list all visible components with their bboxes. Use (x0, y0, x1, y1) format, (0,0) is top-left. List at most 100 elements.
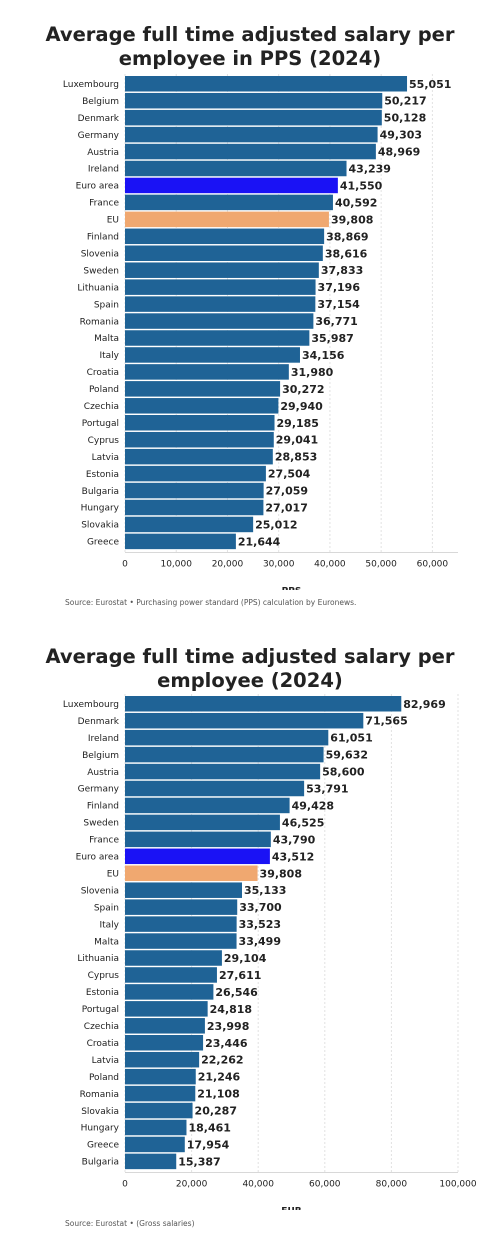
value-label: 41,550 (340, 179, 383, 192)
bar-denmark (125, 712, 364, 729)
bar-cyprus (125, 431, 274, 448)
category-label: Czechia (84, 402, 119, 412)
category-label: Romania (80, 317, 119, 327)
bar-euro-area (125, 848, 270, 865)
chart-panel-eur: Average full time adjusted salary per em… (0, 620, 500, 1243)
x-tick-label: 50,000 (365, 560, 397, 570)
value-label: 28,853 (275, 451, 317, 464)
value-label: 17,954 (187, 1138, 230, 1151)
value-label: 37,154 (317, 298, 360, 311)
x-tick-label: 30,000 (263, 560, 295, 570)
bar-poland (125, 1068, 196, 1085)
category-label: Malta (94, 937, 119, 947)
category-label: Malta (94, 334, 119, 344)
value-label: 33,700 (239, 901, 282, 914)
x-tick-label: 100,000 (439, 1180, 476, 1190)
category-label: Germany (78, 785, 120, 795)
value-label: 24,818 (210, 1003, 252, 1016)
x-tick-label: 20,000 (212, 560, 244, 570)
value-label: 29,041 (276, 434, 318, 447)
bar-austria (125, 143, 376, 160)
category-label: Belgium (82, 751, 119, 761)
bar-sweden (125, 814, 280, 831)
bar-bulgaria (125, 482, 264, 499)
category-label: Estonia (86, 470, 119, 480)
bar-estonia (125, 465, 266, 482)
category-label: Belgium (82, 97, 119, 107)
category-label: EU (107, 869, 119, 879)
bar-greece (125, 533, 236, 550)
value-label: 48,969 (378, 146, 420, 159)
x-axis-title: PPS (282, 587, 302, 590)
x-tick-label: 40,000 (242, 1180, 274, 1190)
bar-germany (125, 780, 305, 797)
value-label: 50,128 (384, 112, 426, 125)
bar-spain (125, 899, 238, 915)
bar-belgium (125, 746, 324, 763)
value-label: 53,791 (306, 783, 348, 796)
value-label: 71,565 (365, 715, 407, 728)
bar-spain (125, 296, 316, 312)
category-label: Finland (87, 802, 119, 812)
category-label: Latvia (92, 453, 119, 463)
value-label: 38,869 (326, 230, 368, 243)
category-label: Bulgaria (82, 1158, 119, 1168)
bar-czechia (125, 1018, 205, 1034)
value-label: 35,987 (311, 332, 353, 345)
x-tick-label: 60,000 (417, 560, 449, 570)
category-label: Slovakia (81, 1107, 119, 1117)
value-label: 38,616 (325, 247, 368, 260)
bar-france (125, 831, 271, 848)
bar-germany (125, 126, 378, 143)
bar-eu (125, 211, 329, 228)
category-label: Czechia (84, 1022, 119, 1032)
chart-title-eur: Average full time adjusted salary per em… (0, 645, 500, 693)
chart-source-eur: Source: Eurostat • (Gross salaries) (65, 1219, 195, 1228)
chart-title-pps-line-1: Average full time adjusted salary per (45, 23, 455, 46)
x-tick-label: 0 (122, 1180, 128, 1190)
value-label: 27,611 (219, 969, 261, 982)
value-label: 21,108 (197, 1088, 239, 1101)
value-label: 15,387 (178, 1155, 220, 1168)
chart-panel-pps: Average full time adjusted salary per em… (0, 0, 500, 620)
bar-ireland (125, 160, 347, 177)
bar-belgium (125, 92, 383, 109)
value-label: 25,012 (255, 518, 297, 531)
value-label: 49,428 (292, 799, 334, 812)
category-label: Poland (89, 1073, 119, 1083)
bar-slovenia (125, 245, 323, 261)
chart-title-eur-line-1: Average full time adjusted salary per (45, 645, 455, 668)
bar-croatia (125, 1035, 204, 1051)
value-label: 27,017 (265, 502, 307, 515)
chart-title-pps: Average full time adjusted salary per em… (0, 23, 500, 71)
category-label: Euro area (76, 182, 119, 192)
value-label: 39,808 (331, 213, 373, 226)
value-label: 23,998 (207, 1020, 249, 1033)
category-label: Denmark (78, 717, 120, 727)
value-label: 23,446 (205, 1037, 248, 1050)
bar-portugal (125, 1001, 208, 1017)
bar-bulgaria (125, 1153, 177, 1170)
x-tick-label: 0 (122, 560, 128, 570)
x-tick-label: 40,000 (314, 560, 346, 570)
value-label: 27,504 (268, 468, 311, 481)
bar-cyprus (125, 967, 217, 983)
category-label: Germany (78, 131, 120, 141)
bar-france (125, 194, 333, 211)
category-label: Hungary (81, 1124, 120, 1134)
value-label: 26,546 (215, 986, 258, 999)
bar-slovakia (125, 516, 254, 533)
x-axis-title: EUR (281, 1207, 301, 1210)
value-label: 21,644 (238, 535, 281, 548)
value-label: 21,246 (198, 1071, 241, 1084)
category-label: Austria (87, 148, 119, 158)
value-label: 43,512 (272, 850, 314, 863)
category-label: Lithuania (77, 954, 119, 964)
category-label: Portugal (82, 1005, 119, 1015)
category-label: France (89, 199, 119, 209)
category-label: Romania (80, 1090, 119, 1100)
category-label: Slovakia (81, 521, 119, 531)
category-label: Greece (87, 538, 119, 548)
category-label: Ireland (88, 165, 119, 175)
category-label: Cyprus (88, 971, 120, 981)
